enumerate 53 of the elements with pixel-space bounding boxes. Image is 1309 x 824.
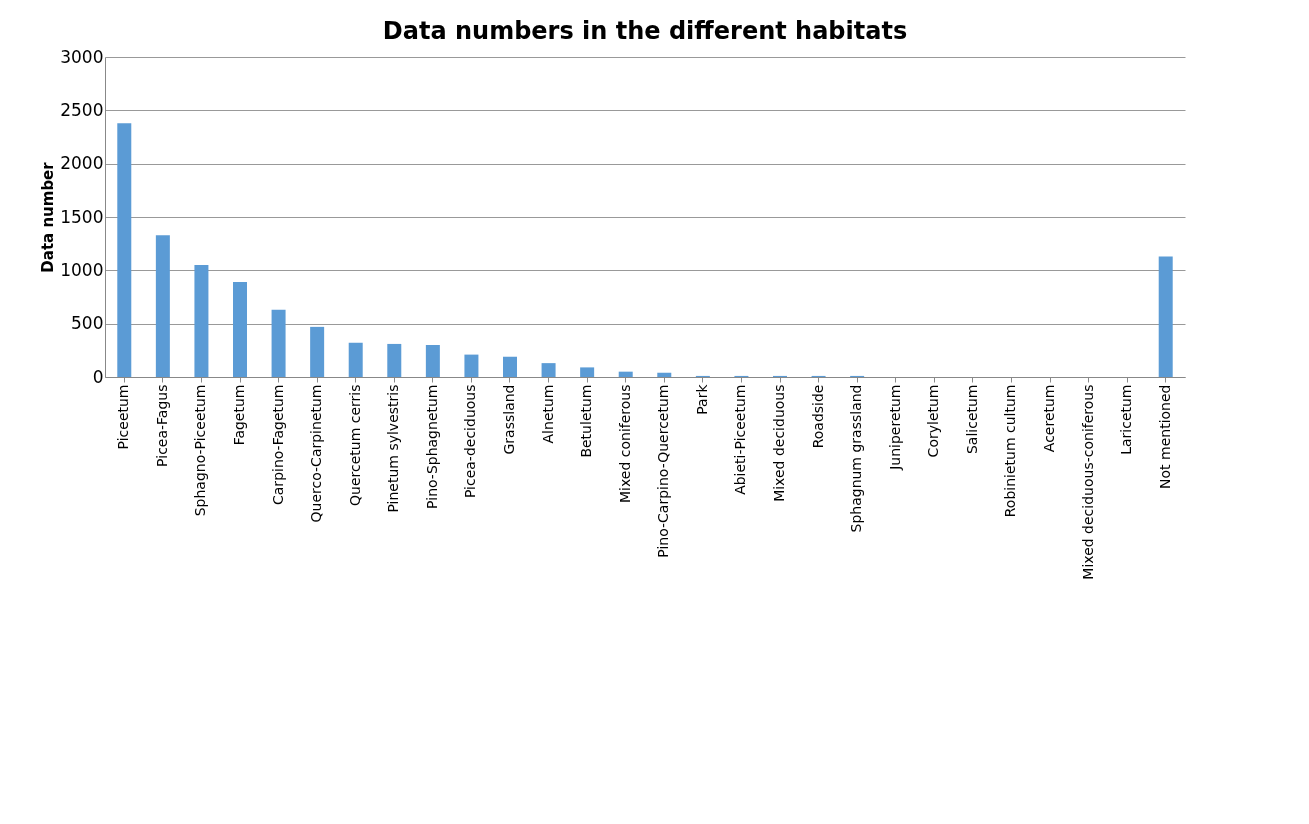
x-tick-label: Not mentioned [1156, 384, 1173, 489]
y-tick-label: 0 [92, 366, 104, 387]
bar [117, 123, 132, 377]
x-tick-label: Salicetum [963, 384, 980, 455]
x-tick-label: Park [693, 383, 710, 415]
bar [155, 235, 170, 377]
x-tick-label: Sphagno-Piceetum [192, 384, 209, 517]
bar [387, 343, 402, 377]
bar [233, 282, 247, 377]
bar [271, 309, 286, 377]
x-tick-label: Mixed deciduous-coniferous [1079, 384, 1096, 580]
bar [464, 354, 479, 377]
chart-title: Data numbers in the different habitats [382, 17, 908, 45]
x-tick-label: Fagetum [231, 384, 247, 446]
x-tick-label: Roadside [809, 384, 826, 449]
y-tick-label: 1000 [60, 259, 104, 280]
x-tick-label: Pino-Carpino-Quercetum [655, 384, 672, 558]
bar [580, 367, 595, 377]
x-tick-label: Quercetum cerris [346, 384, 363, 506]
x-tick-label: Robinietum cultum [1002, 384, 1019, 518]
bar [348, 342, 363, 377]
x-tick-label: Querco-Carpinetum [308, 384, 325, 523]
x-tick-label: Mixed deciduous [771, 384, 787, 502]
x-tick-label: Aceretum [1041, 384, 1057, 453]
y-tick-label: 1500 [60, 206, 104, 227]
x-tick-label: Picea-deciduous [462, 384, 479, 499]
y-tick-label: 2000 [60, 153, 104, 174]
bar [425, 345, 440, 377]
bar [310, 326, 325, 377]
x-tick-label: Juniperetum [886, 384, 903, 471]
x-tick-label: Coryletum [925, 384, 942, 458]
x-tick-label: Abieti-Piceetum [732, 384, 749, 495]
y-tick-label: 3000 [60, 46, 104, 67]
x-tick-label: Pino-Sphagnetum [423, 384, 440, 509]
x-tick-label: Piceetum [115, 384, 132, 450]
x-tick-label: Sphagnum grassland [848, 384, 865, 533]
x-tick-label: Betuletum [578, 384, 595, 458]
x-tick-label: Pinetum sylvestris [385, 384, 402, 513]
x-tick-label: Mixed coniferous [616, 384, 633, 504]
bar [503, 356, 517, 377]
x-tick-label: Picea-Fagus [153, 384, 170, 467]
y-tick-label: 2500 [60, 99, 104, 120]
bar [657, 372, 672, 377]
x-tick-label: Laricetum [1118, 384, 1135, 455]
bar [1158, 256, 1173, 377]
bar [541, 363, 556, 377]
x-tick-label: Alnetum [539, 384, 556, 444]
y-tick-label: 500 [71, 313, 104, 334]
x-tick-label: Grassland [501, 384, 517, 455]
bar [618, 371, 633, 377]
bar [194, 265, 209, 377]
x-tick-label: Carpino-Fagetum [269, 384, 286, 505]
y-axis-title: Data number [39, 161, 58, 273]
